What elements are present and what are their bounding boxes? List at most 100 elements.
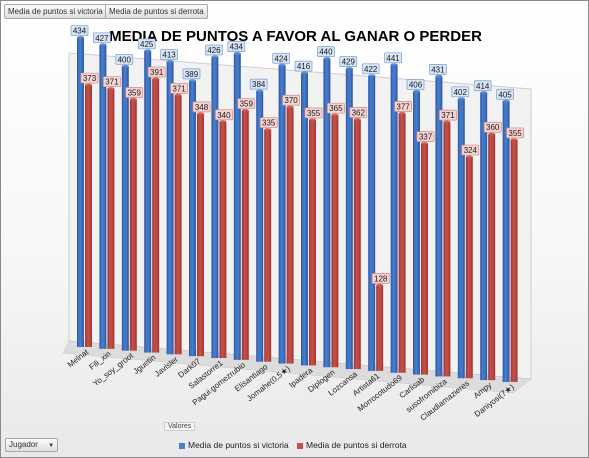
value-label-derrota-12: 362 bbox=[352, 109, 366, 118]
value-label-victoria-4: 413 bbox=[162, 51, 176, 60]
bar-cap-derrota-12 bbox=[353, 117, 361, 122]
bar-victoria-8 bbox=[256, 91, 264, 362]
bar-cap-victoria-11 bbox=[323, 57, 331, 61]
field-button-derrota[interactable]: Media de puntos si derrota bbox=[105, 4, 208, 19]
bar-derrota-8 bbox=[264, 129, 272, 362]
bar-cap-derrota-17 bbox=[465, 155, 473, 159]
label-box-derrota-18 bbox=[483, 121, 502, 133]
chart-title: MEDIA DE PUNTOS A FAVOR AL GANAR O PERDE… bbox=[109, 28, 482, 45]
label-box-victoria-1 bbox=[93, 32, 111, 44]
bar-victoria-5 bbox=[189, 80, 196, 357]
bar-cap-victoria-4 bbox=[166, 60, 174, 64]
label-box-derrota-7 bbox=[237, 98, 256, 109]
value-label-derrota-15: 337 bbox=[419, 133, 433, 142]
label-box-derrota-5 bbox=[192, 101, 211, 113]
bar-derrota-4 bbox=[174, 95, 182, 355]
bar-victoria-4 bbox=[166, 61, 174, 355]
value-label-victoria-16: 431 bbox=[431, 65, 445, 74]
value-label-victoria-10: 416 bbox=[297, 62, 311, 71]
label-box-derrota-19 bbox=[506, 127, 524, 139]
bar-cap-derrota-10 bbox=[309, 118, 316, 122]
value-label-derrota-0: 373 bbox=[83, 74, 97, 83]
label-box-derrota-4 bbox=[170, 83, 188, 94]
bar-cap-victoria-6 bbox=[211, 55, 219, 59]
value-label-derrota-5: 348 bbox=[195, 103, 209, 112]
value-label-victoria-5: 389 bbox=[185, 70, 199, 79]
legend-item-derrota: Media de puntos si derrota bbox=[297, 440, 407, 450]
value-label-victoria-0: 434 bbox=[73, 27, 87, 36]
value-label-victoria-19: 405 bbox=[498, 90, 512, 99]
bar-cap-derrota-7 bbox=[241, 108, 249, 113]
bar-derrota-6 bbox=[219, 121, 227, 359]
bar-victoria-10 bbox=[301, 73, 308, 366]
bar-cap-victoria-7 bbox=[233, 52, 241, 56]
bar-victoria-12 bbox=[345, 68, 353, 370]
label-box-derrota-11 bbox=[327, 102, 345, 114]
value-label-derrota-11: 365 bbox=[329, 104, 343, 113]
label-box-victoria-12 bbox=[339, 56, 358, 67]
bar-cap-victoria-18 bbox=[480, 91, 488, 95]
bar-cap-derrota-15 bbox=[421, 142, 428, 146]
value-label-victoria-8: 384 bbox=[252, 80, 266, 89]
value-label-victoria-2: 400 bbox=[118, 55, 132, 64]
value-label-derrota-14: 377 bbox=[396, 103, 410, 112]
bar-derrota-9 bbox=[286, 107, 294, 364]
chart-legend: Media de puntos si victoria Media de pun… bbox=[179, 439, 413, 450]
bar-victoria-11 bbox=[323, 58, 331, 368]
label-box-victoria-17 bbox=[451, 86, 470, 98]
bar-victoria-9 bbox=[278, 65, 286, 364]
label-box-victoria-15 bbox=[406, 79, 425, 90]
value-label-derrota-2: 359 bbox=[128, 88, 142, 97]
label-box-derrota-9 bbox=[282, 94, 300, 106]
label-box-victoria-10 bbox=[294, 60, 313, 72]
label-box-victoria-2 bbox=[115, 53, 134, 65]
value-label-derrota-8: 335 bbox=[262, 119, 276, 128]
value-label-derrota-3: 391 bbox=[150, 68, 164, 77]
bar-cap-victoria-15 bbox=[413, 89, 420, 94]
label-box-victoria-3 bbox=[137, 38, 156, 50]
bar-cap-victoria-16 bbox=[435, 74, 443, 78]
bar-victoria-3 bbox=[144, 50, 152, 353]
bar-cap-derrota-8 bbox=[264, 128, 272, 132]
bar-derrota-10 bbox=[309, 120, 316, 366]
player-filter-label: Jugador bbox=[9, 440, 38, 449]
value-label-victoria-1: 427 bbox=[95, 34, 109, 43]
label-box-derrota-3 bbox=[147, 66, 166, 78]
values-field-label[interactable]: Valores bbox=[164, 422, 196, 431]
value-label-victoria-7: 434 bbox=[230, 43, 244, 52]
bar-cap-derrota-9 bbox=[286, 105, 294, 109]
value-label-derrota-16: 371 bbox=[441, 111, 455, 120]
value-label-derrota-13: 128 bbox=[374, 274, 388, 283]
bar-cap-victoria-13 bbox=[368, 74, 376, 78]
legend-swatch-victoria bbox=[179, 442, 185, 449]
value-label-derrota-4: 371 bbox=[172, 84, 186, 93]
bar-cap-victoria-2 bbox=[121, 64, 129, 68]
label-box-derrota-0 bbox=[80, 72, 99, 84]
bar-derrota-15 bbox=[421, 143, 428, 375]
label-box-victoria-19 bbox=[496, 88, 514, 100]
value-label-derrota-10: 355 bbox=[307, 109, 321, 118]
value-label-victoria-3: 425 bbox=[140, 40, 154, 49]
player-filter-dropdown[interactable]: Jugador ▼ bbox=[5, 438, 59, 452]
label-box-derrota-8 bbox=[259, 117, 278, 129]
bar-cap-derrota-18 bbox=[488, 132, 496, 136]
bar-cap-victoria-5 bbox=[189, 79, 196, 83]
bar-victoria-14 bbox=[390, 64, 398, 373]
bar-derrota-13 bbox=[376, 285, 384, 371]
bar-derrota-2 bbox=[129, 99, 137, 351]
value-label-derrota-19: 355 bbox=[508, 129, 522, 138]
bar-derrota-7 bbox=[241, 110, 249, 360]
bar-derrota-5 bbox=[197, 113, 204, 357]
label-box-derrota-14 bbox=[394, 101, 412, 112]
chevron-down-icon: ▼ bbox=[48, 443, 55, 449]
bar-derrota-3 bbox=[152, 78, 160, 353]
value-label-victoria-14: 441 bbox=[386, 54, 400, 63]
bar-derrota-0 bbox=[85, 85, 92, 348]
bar-victoria-13 bbox=[368, 75, 376, 371]
value-label-derrota-7: 359 bbox=[240, 100, 254, 109]
value-label-victoria-11: 440 bbox=[319, 48, 333, 57]
bar-cap-victoria-10 bbox=[301, 71, 308, 75]
value-label-derrota-17: 324 bbox=[464, 146, 478, 155]
